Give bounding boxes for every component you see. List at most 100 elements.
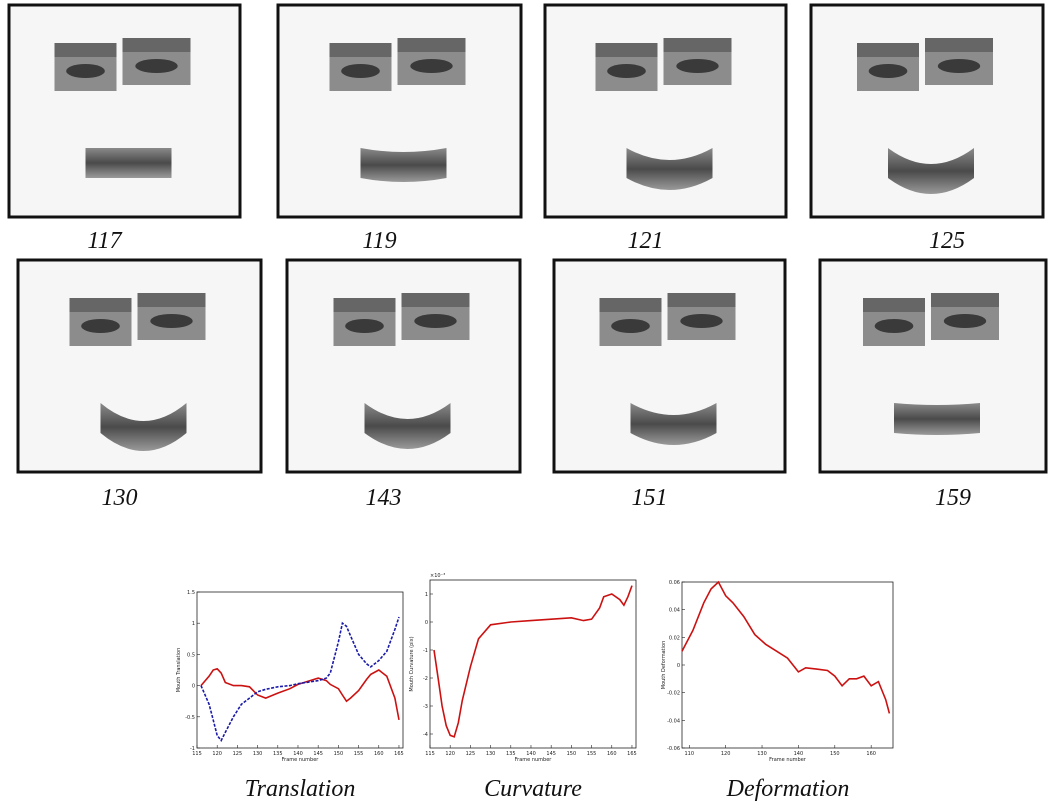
y-tick-label: -4 (423, 732, 428, 738)
eye (944, 314, 987, 328)
x-tick-label: 115 (192, 751, 202, 757)
chart-caption: Translation (245, 776, 356, 802)
eye (81, 319, 120, 333)
brow (334, 298, 396, 312)
eye (875, 319, 914, 333)
y-axis-label: Mouth Translation (176, 648, 182, 693)
brow (402, 293, 470, 307)
face-label: 121 (628, 228, 664, 254)
eye (150, 314, 193, 328)
y-tick-label: 1 (192, 621, 195, 627)
x-tick-label: 115 (425, 751, 435, 757)
brow (138, 293, 206, 307)
y-axis-label: Mouth Deformation (661, 641, 667, 690)
mouth (894, 403, 980, 435)
x-tick-label: 150 (830, 751, 840, 757)
x-tick-label: 120 (445, 751, 455, 757)
x-tick-label: 125 (466, 751, 476, 757)
page: 117119121125130143151159-1-0.500.511.511… (0, 0, 1055, 805)
plot-area (682, 582, 893, 748)
mouth (361, 148, 447, 182)
x-tick-label: 120 (721, 751, 731, 757)
x-tick-label: 165 (627, 751, 637, 757)
eye (414, 314, 457, 328)
chart-caption: Deformation (726, 776, 850, 802)
mouth (86, 148, 172, 178)
y-tick-label: 0.04 (669, 608, 680, 614)
eye (869, 64, 908, 78)
y-tick-label: -0.02 (667, 691, 680, 697)
y-multiplier: ×10⁻³ (430, 573, 445, 579)
y-tick-label: -3 (423, 704, 428, 710)
y-tick-label: 0 (192, 684, 195, 690)
brow (70, 298, 132, 312)
x-tick-label: 125 (233, 751, 243, 757)
eye (341, 64, 380, 78)
y-tick-label: 1 (425, 592, 428, 598)
y-axis-label: Mouth Curvature (pix) (409, 636, 415, 691)
brow (664, 38, 732, 52)
y-tick-label: 0 (677, 663, 680, 669)
brow (668, 293, 736, 307)
y-tick-label: 0.06 (669, 580, 680, 586)
face-label: 151 (632, 485, 668, 511)
x-tick-label: 165 (394, 751, 404, 757)
brow (330, 43, 392, 57)
x-tick-label: 160 (374, 751, 384, 757)
face-label: 119 (362, 228, 396, 254)
y-tick-label: 0.5 (187, 652, 195, 658)
x-tick-label: 150 (567, 751, 577, 757)
eye (135, 59, 178, 73)
eye (66, 64, 105, 78)
plot-area (430, 580, 636, 748)
y-tick-label: -0.5 (185, 715, 195, 721)
face-label: 130 (102, 485, 138, 511)
brow (925, 38, 993, 52)
x-tick-label: 130 (757, 751, 767, 757)
eye (680, 314, 723, 328)
plot-area (197, 592, 403, 748)
y-tick-label: 1.5 (187, 590, 195, 596)
brow (857, 43, 919, 57)
x-tick-label: 130 (486, 751, 496, 757)
face-panel (9, 5, 240, 217)
y-tick-label: -1 (423, 648, 428, 654)
y-tick-label: 0 (425, 620, 428, 626)
brow (55, 43, 117, 57)
y-tick-label: 0.02 (669, 635, 680, 641)
x-tick-label: 155 (354, 751, 364, 757)
brow (596, 43, 658, 57)
eye (611, 319, 650, 333)
face-label: 125 (929, 228, 965, 254)
x-tick-label: 110 (685, 751, 695, 757)
x-axis-label: Frame number (515, 757, 553, 763)
brow (600, 298, 662, 312)
y-tick-label: -0.04 (667, 718, 680, 724)
y-tick-label: -2 (423, 676, 428, 682)
x-tick-label: 160 (866, 751, 876, 757)
face-label: 143 (366, 485, 402, 511)
brow (398, 38, 466, 52)
x-tick-label: 150 (334, 751, 344, 757)
chart-caption: Curvature (484, 776, 582, 802)
x-tick-label: 160 (607, 751, 617, 757)
eye (345, 319, 384, 333)
x-axis-label: Frame number (769, 757, 807, 763)
face-panel (278, 5, 521, 217)
x-tick-label: 155 (587, 751, 597, 757)
x-tick-label: 130 (253, 751, 263, 757)
x-axis-label: Frame number (282, 757, 320, 763)
eye (676, 59, 719, 73)
y-tick-label: -0.06 (667, 746, 680, 752)
face-panel (820, 260, 1046, 472)
brow (863, 298, 925, 312)
figure: 117119121125130143151159-1-0.500.511.511… (0, 0, 1055, 805)
x-tick-label: 120 (212, 751, 222, 757)
eye (410, 59, 453, 73)
brow (931, 293, 999, 307)
face-label: 159 (935, 485, 971, 511)
face-label: 117 (87, 228, 122, 254)
eye (938, 59, 981, 73)
eye (607, 64, 646, 78)
brow (123, 38, 191, 52)
